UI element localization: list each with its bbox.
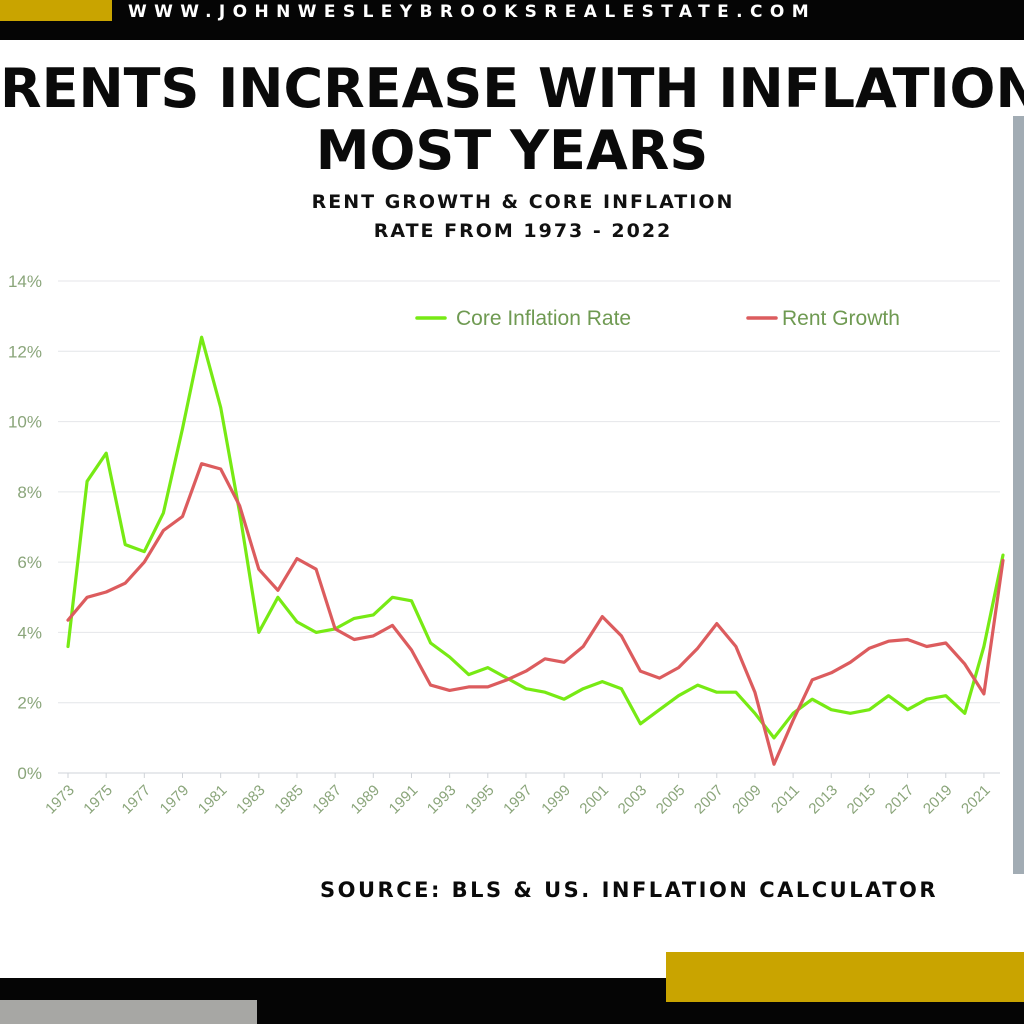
- x-tick-label: 1995: [462, 782, 498, 818]
- x-tick-label: 1977: [119, 782, 155, 818]
- x-tick-label: 1997: [500, 782, 536, 818]
- x-tick-label: 1991: [386, 782, 422, 818]
- y-tick-label: 10%: [8, 413, 42, 432]
- x-tick-label: 2015: [844, 782, 880, 818]
- x-tick-label: 1987: [309, 782, 345, 818]
- x-tick-label: 1973: [42, 782, 78, 818]
- x-tick-label: 1981: [195, 782, 231, 818]
- x-tick-label: 2005: [653, 782, 689, 818]
- y-tick-label: 8%: [17, 483, 42, 502]
- page-title-line-2: MOST YEARS: [315, 119, 709, 182]
- top-gold-accent: [0, 0, 112, 21]
- x-tick-label: 1975: [80, 782, 116, 818]
- x-tick-label: 2017: [882, 782, 918, 818]
- footer-gray-bar: [0, 1000, 257, 1024]
- x-tick-label: 1983: [233, 782, 269, 818]
- legend: Core Inflation Rate Rent Growth: [415, 307, 900, 330]
- x-tick-label: 1979: [157, 782, 193, 818]
- source-credit: SOURCE: BLS & US. INFLATION CALCULATOR: [320, 878, 939, 902]
- series-lines: [66, 335, 1005, 766]
- x-tick-label: 2007: [691, 782, 727, 818]
- chart-subtitle-line-1: RENT GROWTH & CORE INFLATION: [311, 191, 735, 213]
- y-tick-label: 4%: [17, 623, 42, 642]
- chart-subtitle-line-2: RATE FROM 1973 - 2022: [373, 220, 673, 242]
- x-tick-label: 2011: [768, 782, 803, 817]
- y-axis-tick-labels: 0% 2% 4% 6% 8% 10% 12% 14%: [8, 272, 42, 783]
- x-tick-label: 2013: [805, 782, 841, 818]
- x-tick-label: 1993: [424, 782, 460, 818]
- line-chart: 0% 2% 4% 6% 8% 10% 12% 14% 1973 1975 1977 1979 1981…: [8, 272, 1005, 818]
- x-tick-label: 1989: [348, 782, 384, 818]
- y-tick-label: 6%: [17, 553, 42, 572]
- y-tick-label: 2%: [17, 694, 42, 713]
- x-tick-label: 1985: [271, 782, 307, 818]
- y-tick-label: 12%: [8, 342, 42, 361]
- x-tick-label: 2009: [729, 782, 765, 818]
- top-bar: WWW.JOHNWESLEYBROOKSREALESTATE.COM: [0, 0, 1024, 40]
- x-tick-label: 2021: [958, 782, 994, 818]
- x-tick-label: 2001: [576, 782, 612, 818]
- series-line-core-inflation: [66, 335, 1005, 740]
- series-line-rent-growth: [66, 462, 1005, 766]
- x-tick-label: 2019: [920, 782, 956, 818]
- page-title-line-1: RENTS INCREASE WITH INFLATION: [0, 57, 1024, 120]
- right-decorative-rule: [1013, 116, 1024, 874]
- x-tick-label: 2003: [615, 782, 651, 818]
- website-url: WWW.JOHNWESLEYBROOKSREALESTATE.COM: [128, 2, 817, 22]
- gridlines: [58, 280, 1000, 778]
- legend-label: Core Inflation Rate: [456, 307, 631, 330]
- y-tick-label: 14%: [8, 272, 42, 291]
- y-tick-label: 0%: [17, 764, 42, 783]
- x-axis-tick-labels: 1973 1975 1977 1979 1981 1983 1985 1987 1989 1991…: [42, 782, 994, 818]
- footer-gold-bar: [666, 952, 1024, 1002]
- x-tick-label: 1999: [538, 782, 574, 818]
- legend-label: Rent Growth: [782, 307, 900, 330]
